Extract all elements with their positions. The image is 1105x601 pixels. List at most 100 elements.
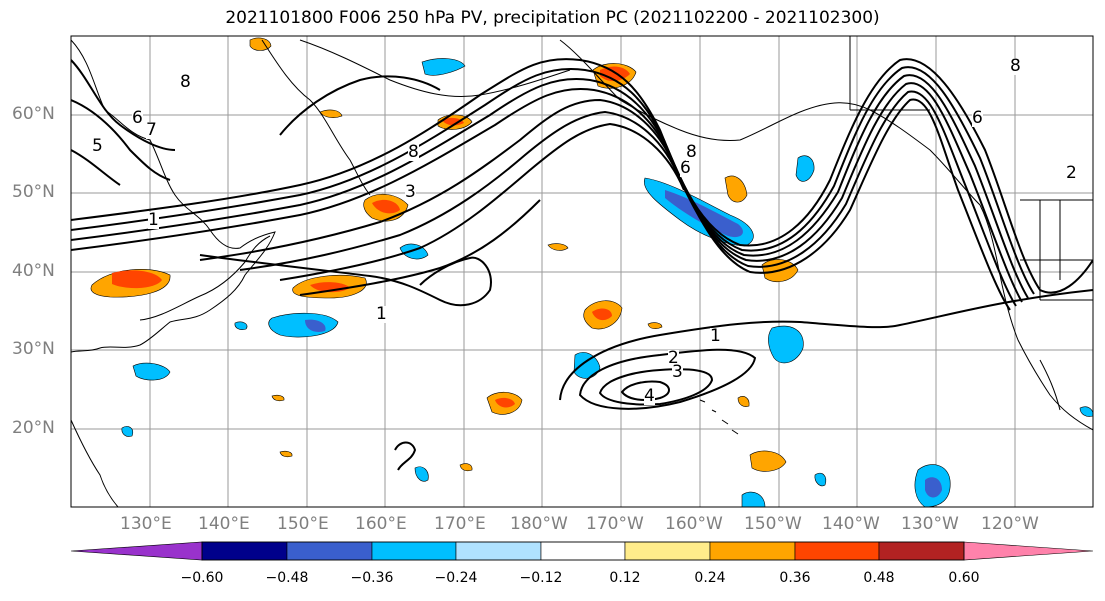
colorbar-tick-label: 0.36 bbox=[779, 570, 811, 586]
colorbar-tick-label: 0.12 bbox=[609, 570, 641, 586]
map-title: 2021101800 F006 250 hPa PV, precipitatio… bbox=[225, 8, 880, 28]
pv-contour bbox=[598, 368, 714, 406]
precip-negative-blob bbox=[234, 321, 248, 330]
precip-positive-blob bbox=[749, 450, 787, 472]
pv-contour bbox=[199, 254, 492, 307]
plot-frame bbox=[70, 35, 1094, 508]
colorbar-tick-label: −0.12 bbox=[519, 570, 563, 586]
precip-negative-blob bbox=[925, 477, 942, 498]
coastline-philippines bbox=[71, 419, 119, 507]
pv-contour bbox=[559, 289, 1093, 401]
longitude-label: 150°W bbox=[744, 514, 802, 534]
precip-negative-blob bbox=[121, 426, 133, 437]
precip-positive-blob bbox=[547, 243, 569, 251]
precip-positive-blob bbox=[724, 175, 748, 203]
longitude-label: 130°W bbox=[901, 514, 959, 534]
precip-negative-blob bbox=[768, 325, 804, 364]
colorbar-segment bbox=[70, 541, 203, 561]
precip-positive-blob bbox=[495, 397, 515, 408]
state-boundaries bbox=[849, 36, 1093, 301]
latitude-label: 60°N bbox=[12, 104, 55, 124]
precip-positive-blob bbox=[271, 394, 285, 402]
latitude-label: 20°N bbox=[12, 418, 55, 438]
longitude-label: 170°W bbox=[586, 514, 644, 534]
pv-contour bbox=[71, 99, 171, 181]
colorbar-segment bbox=[794, 541, 880, 561]
precip-positive-blob bbox=[459, 463, 473, 472]
precip-positive-blob bbox=[647, 322, 663, 329]
precip-positive-blob bbox=[319, 109, 343, 118]
longitude-label: 160°W bbox=[665, 514, 723, 534]
precip-positive-blob bbox=[279, 450, 293, 458]
coastline-asia bbox=[71, 39, 276, 353]
contour-label: 4 bbox=[644, 386, 655, 406]
contour-label: 7 bbox=[146, 120, 157, 140]
pv-contour bbox=[279, 75, 441, 136]
colorbar-segment bbox=[963, 541, 1094, 561]
contour-label: 3 bbox=[672, 362, 683, 382]
colorbar-tick-label: 0.48 bbox=[863, 570, 895, 586]
precip-negative-blob bbox=[795, 155, 815, 182]
pv-contour bbox=[279, 122, 685, 281]
latitude-label: 40°N bbox=[12, 261, 55, 281]
precip-negative-blob bbox=[132, 362, 171, 381]
contour-label: 1 bbox=[376, 304, 387, 324]
pv-contour bbox=[620, 380, 670, 401]
colorbar-tick-label: −0.60 bbox=[180, 570, 224, 586]
longitude-label: 150°E bbox=[277, 514, 329, 534]
contour-label: 8 bbox=[180, 72, 191, 92]
precip-negative-blob bbox=[1079, 406, 1093, 417]
contour-label: 3 bbox=[405, 182, 416, 202]
latitude-label: 30°N bbox=[12, 339, 55, 359]
pv-contour bbox=[71, 149, 121, 186]
pv-contour bbox=[239, 98, 1011, 311]
contour-label: 2 bbox=[1066, 163, 1077, 183]
longitude-label: 180°W bbox=[510, 514, 568, 534]
precip-positive-blob bbox=[112, 270, 162, 289]
colorbar-tick-label: −0.48 bbox=[265, 570, 309, 586]
longitude-label: 140°E bbox=[198, 514, 250, 534]
coastline-japan bbox=[139, 235, 271, 321]
precip-negative-blob bbox=[573, 352, 601, 379]
contour-label: 8 bbox=[686, 142, 697, 162]
contour-label: 8 bbox=[408, 142, 419, 162]
precip-negative-blob bbox=[305, 319, 326, 332]
precip-positive-blob bbox=[592, 308, 612, 321]
contour-label: 1 bbox=[710, 326, 721, 346]
colorbar-segment bbox=[455, 541, 542, 561]
latitude-label: 50°N bbox=[12, 182, 55, 202]
longitude-label: 160°E bbox=[355, 514, 407, 534]
contour-label: 2 bbox=[668, 348, 679, 368]
colorbar-tick-label: 0.24 bbox=[694, 570, 726, 586]
colorbar-tick-label: −0.36 bbox=[350, 570, 394, 586]
pv-contour bbox=[71, 59, 176, 151]
precip-negative-blob bbox=[665, 190, 743, 238]
longitude-label: 130°E bbox=[120, 514, 172, 534]
contour-label: 6 bbox=[680, 158, 691, 178]
contour-label: 5 bbox=[92, 136, 103, 156]
contour-label: 6 bbox=[132, 108, 143, 128]
colorbar bbox=[70, 541, 1094, 561]
pv-contour bbox=[394, 441, 417, 471]
precip-negative-blob bbox=[741, 491, 766, 507]
colorbar-segment bbox=[286, 541, 373, 561]
colorbar-segment bbox=[878, 541, 965, 561]
precip-negative-blob bbox=[421, 58, 466, 76]
precip-negative-blob bbox=[814, 472, 827, 487]
colorbar-segment bbox=[624, 541, 711, 561]
pv-contour bbox=[299, 199, 541, 296]
colorbar-segment bbox=[709, 541, 796, 561]
contour-label: 8 bbox=[1010, 56, 1021, 76]
coastlines bbox=[71, 36, 1093, 507]
contour-label: 6 bbox=[972, 108, 983, 128]
colorbar-segment bbox=[371, 541, 457, 561]
pv-contour bbox=[578, 348, 757, 410]
colorbar-tick-label: −0.24 bbox=[434, 570, 478, 586]
pv-contour bbox=[71, 58, 1093, 294]
coastline-alaska bbox=[559, 39, 981, 206]
colorbar-segment bbox=[201, 541, 288, 561]
precip-negative-blob bbox=[414, 466, 429, 482]
precip-positive-blob bbox=[249, 37, 272, 51]
colorbar-segment bbox=[540, 541, 626, 561]
